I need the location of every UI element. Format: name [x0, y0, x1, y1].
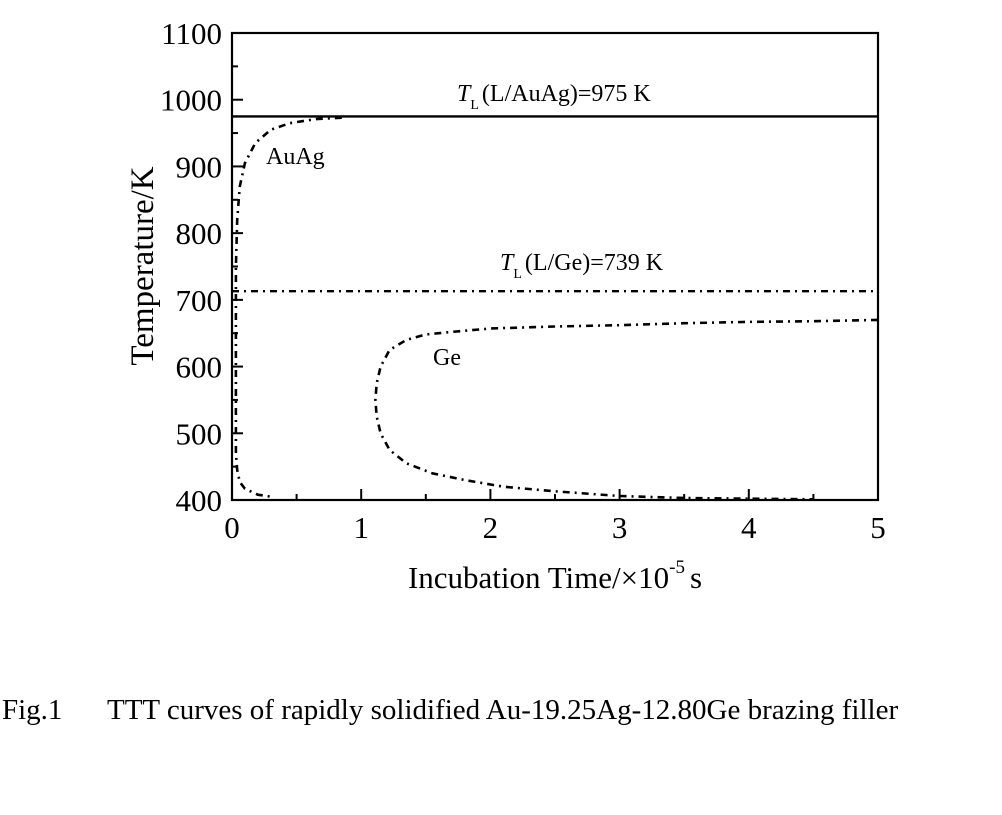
- y-tick-label: 500: [176, 416, 223, 451]
- y-tick-label: 900: [176, 149, 223, 184]
- x-tick-label: 5: [870, 510, 886, 545]
- series-curves: [234, 116, 879, 501]
- x-axis-label-text: Incubation Time/×10: [408, 560, 669, 595]
- x-tick-label: 1: [353, 510, 369, 545]
- x-tick-label: 2: [483, 510, 499, 545]
- reference-lines: [232, 115, 878, 293]
- ref-label-auag-text: (L/AuAg)=975 K: [482, 81, 652, 107]
- y-tick-label: 400: [176, 483, 223, 518]
- ref-label-ge-text: (L/Ge)=739 K: [525, 250, 664, 276]
- series-label-ge: Ge: [433, 345, 461, 371]
- x-axis-label: Incubation Time/×10-5 s: [408, 557, 702, 595]
- x-axis-ticks: 0 1 2 3 4 5: [224, 489, 886, 545]
- ttt-chart: 0 1 2 3 4 5 400 500 600 700 800 900 1000 1100 Temper…: [125, 16, 886, 595]
- caption-text: TTT curves of rapidly solidified Au-19.2…: [107, 694, 899, 726]
- ref-label-auag-subscript: L: [470, 98, 479, 113]
- series-label-auag: AuAg: [266, 144, 325, 170]
- y-tick-label: 1000: [160, 83, 222, 118]
- y-axis-label: Temperature/K: [125, 166, 161, 365]
- ref-label-ge-symbol: T: [500, 250, 515, 276]
- ref-label-auag: TL (L/AuAg)=975 K: [457, 81, 651, 113]
- y-tick-label: 600: [176, 350, 223, 385]
- x-tick-label: 0: [224, 510, 240, 545]
- series-curve-auag: [234, 116, 342, 498]
- x-tick-label: 3: [612, 510, 628, 545]
- y-axis-ticks: 400 500 600 700 800 900 1000 1100: [160, 16, 243, 518]
- x-axis-label-unit: s: [690, 560, 702, 595]
- ref-label-auag-symbol: T: [457, 81, 472, 107]
- y-tick-label: 700: [176, 283, 223, 318]
- x-axis-label-exponent: -5: [669, 557, 685, 578]
- caption-number: Fig.1: [2, 694, 63, 726]
- y-tick-label: 1100: [161, 16, 222, 51]
- series-curve-ge: [374, 318, 879, 501]
- y-tick-label: 800: [176, 216, 223, 251]
- ref-label-ge-subscript: L: [513, 267, 522, 282]
- x-tick-label: 4: [741, 510, 757, 545]
- ref-label-ge: TL (L/Ge)=739 K: [500, 250, 664, 282]
